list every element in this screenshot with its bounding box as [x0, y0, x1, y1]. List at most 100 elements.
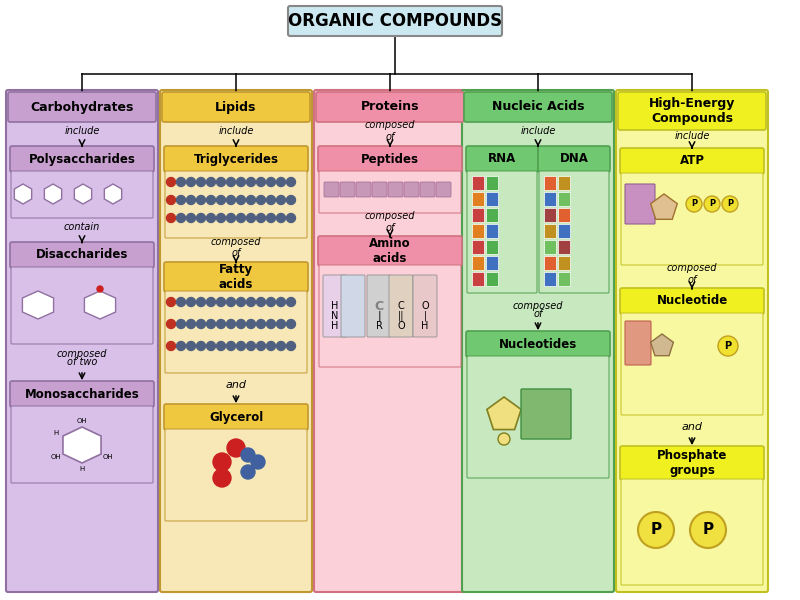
Text: P: P: [650, 523, 662, 538]
Polygon shape: [85, 291, 115, 319]
Circle shape: [206, 319, 215, 329]
FancyBboxPatch shape: [367, 275, 391, 337]
FancyBboxPatch shape: [467, 171, 537, 293]
FancyBboxPatch shape: [486, 192, 498, 206]
FancyBboxPatch shape: [621, 479, 763, 585]
Circle shape: [206, 178, 215, 187]
Text: Lipids: Lipids: [215, 100, 257, 113]
Circle shape: [286, 214, 295, 223]
Circle shape: [177, 196, 186, 205]
FancyBboxPatch shape: [319, 171, 461, 213]
Circle shape: [257, 196, 266, 205]
Circle shape: [718, 336, 738, 356]
Polygon shape: [487, 397, 521, 430]
FancyBboxPatch shape: [539, 171, 609, 293]
Circle shape: [257, 178, 266, 187]
Circle shape: [186, 178, 195, 187]
Circle shape: [166, 298, 175, 307]
Text: OH: OH: [77, 418, 87, 424]
Text: |: |: [377, 311, 381, 321]
FancyBboxPatch shape: [625, 321, 651, 365]
Text: P: P: [725, 341, 731, 351]
FancyBboxPatch shape: [389, 275, 413, 337]
Circle shape: [251, 455, 265, 469]
Circle shape: [722, 196, 738, 212]
Text: P: P: [709, 199, 715, 208]
Text: Disaccharides: Disaccharides: [36, 248, 128, 262]
FancyBboxPatch shape: [324, 182, 339, 197]
Circle shape: [266, 196, 275, 205]
Circle shape: [186, 214, 195, 223]
Circle shape: [226, 319, 235, 329]
FancyBboxPatch shape: [558, 224, 570, 238]
Text: include: include: [218, 126, 254, 136]
Text: RNA: RNA: [488, 152, 516, 166]
FancyBboxPatch shape: [558, 176, 570, 190]
Text: H: H: [331, 301, 338, 311]
FancyBboxPatch shape: [162, 92, 310, 122]
Circle shape: [246, 341, 255, 350]
Circle shape: [266, 178, 275, 187]
Text: Nucleotides: Nucleotides: [499, 337, 577, 350]
Polygon shape: [74, 184, 92, 204]
Circle shape: [246, 298, 255, 307]
FancyBboxPatch shape: [620, 446, 764, 480]
Circle shape: [166, 341, 175, 350]
Circle shape: [246, 214, 255, 223]
Circle shape: [286, 341, 295, 350]
Circle shape: [226, 196, 235, 205]
Text: OH: OH: [50, 454, 62, 460]
FancyBboxPatch shape: [544, 272, 556, 286]
Circle shape: [217, 298, 226, 307]
FancyBboxPatch shape: [372, 182, 387, 197]
Text: Polysaccharides: Polysaccharides: [29, 152, 135, 166]
Text: Nucleotide: Nucleotide: [656, 295, 728, 307]
Circle shape: [197, 298, 206, 307]
FancyBboxPatch shape: [11, 267, 153, 344]
Circle shape: [177, 298, 186, 307]
FancyBboxPatch shape: [436, 182, 451, 197]
Circle shape: [704, 196, 720, 212]
Polygon shape: [22, 291, 54, 319]
FancyBboxPatch shape: [404, 182, 419, 197]
Circle shape: [277, 196, 286, 205]
Circle shape: [213, 469, 231, 487]
Circle shape: [266, 341, 275, 350]
Circle shape: [97, 286, 103, 292]
FancyBboxPatch shape: [616, 90, 768, 592]
Polygon shape: [650, 334, 674, 356]
Circle shape: [257, 214, 266, 223]
FancyBboxPatch shape: [165, 171, 307, 238]
FancyBboxPatch shape: [486, 256, 498, 270]
Text: ATP: ATP: [679, 154, 705, 167]
Circle shape: [166, 319, 175, 329]
FancyBboxPatch shape: [288, 6, 502, 36]
Circle shape: [237, 178, 246, 187]
FancyBboxPatch shape: [558, 240, 570, 254]
FancyBboxPatch shape: [558, 256, 570, 270]
Circle shape: [237, 298, 246, 307]
FancyBboxPatch shape: [558, 208, 570, 222]
Circle shape: [237, 214, 246, 223]
FancyBboxPatch shape: [472, 256, 484, 270]
Text: include: include: [520, 126, 556, 136]
Text: Fatty
acids: Fatty acids: [219, 263, 253, 291]
FancyBboxPatch shape: [318, 146, 462, 172]
Text: composed
of: composed of: [666, 263, 718, 285]
Text: Glycerol: Glycerol: [209, 410, 263, 424]
FancyBboxPatch shape: [467, 356, 609, 478]
Circle shape: [226, 214, 235, 223]
FancyBboxPatch shape: [486, 208, 498, 222]
Circle shape: [686, 196, 702, 212]
Text: Proteins: Proteins: [361, 100, 419, 113]
Circle shape: [206, 196, 215, 205]
Circle shape: [241, 448, 255, 462]
FancyBboxPatch shape: [538, 146, 610, 172]
Circle shape: [186, 341, 195, 350]
Text: Triglycerides: Triglycerides: [194, 152, 278, 166]
Circle shape: [197, 178, 206, 187]
FancyBboxPatch shape: [472, 240, 484, 254]
Circle shape: [266, 214, 275, 223]
Text: High-Energy
Compounds: High-Energy Compounds: [649, 97, 735, 125]
Text: composed
of: composed of: [210, 236, 262, 258]
